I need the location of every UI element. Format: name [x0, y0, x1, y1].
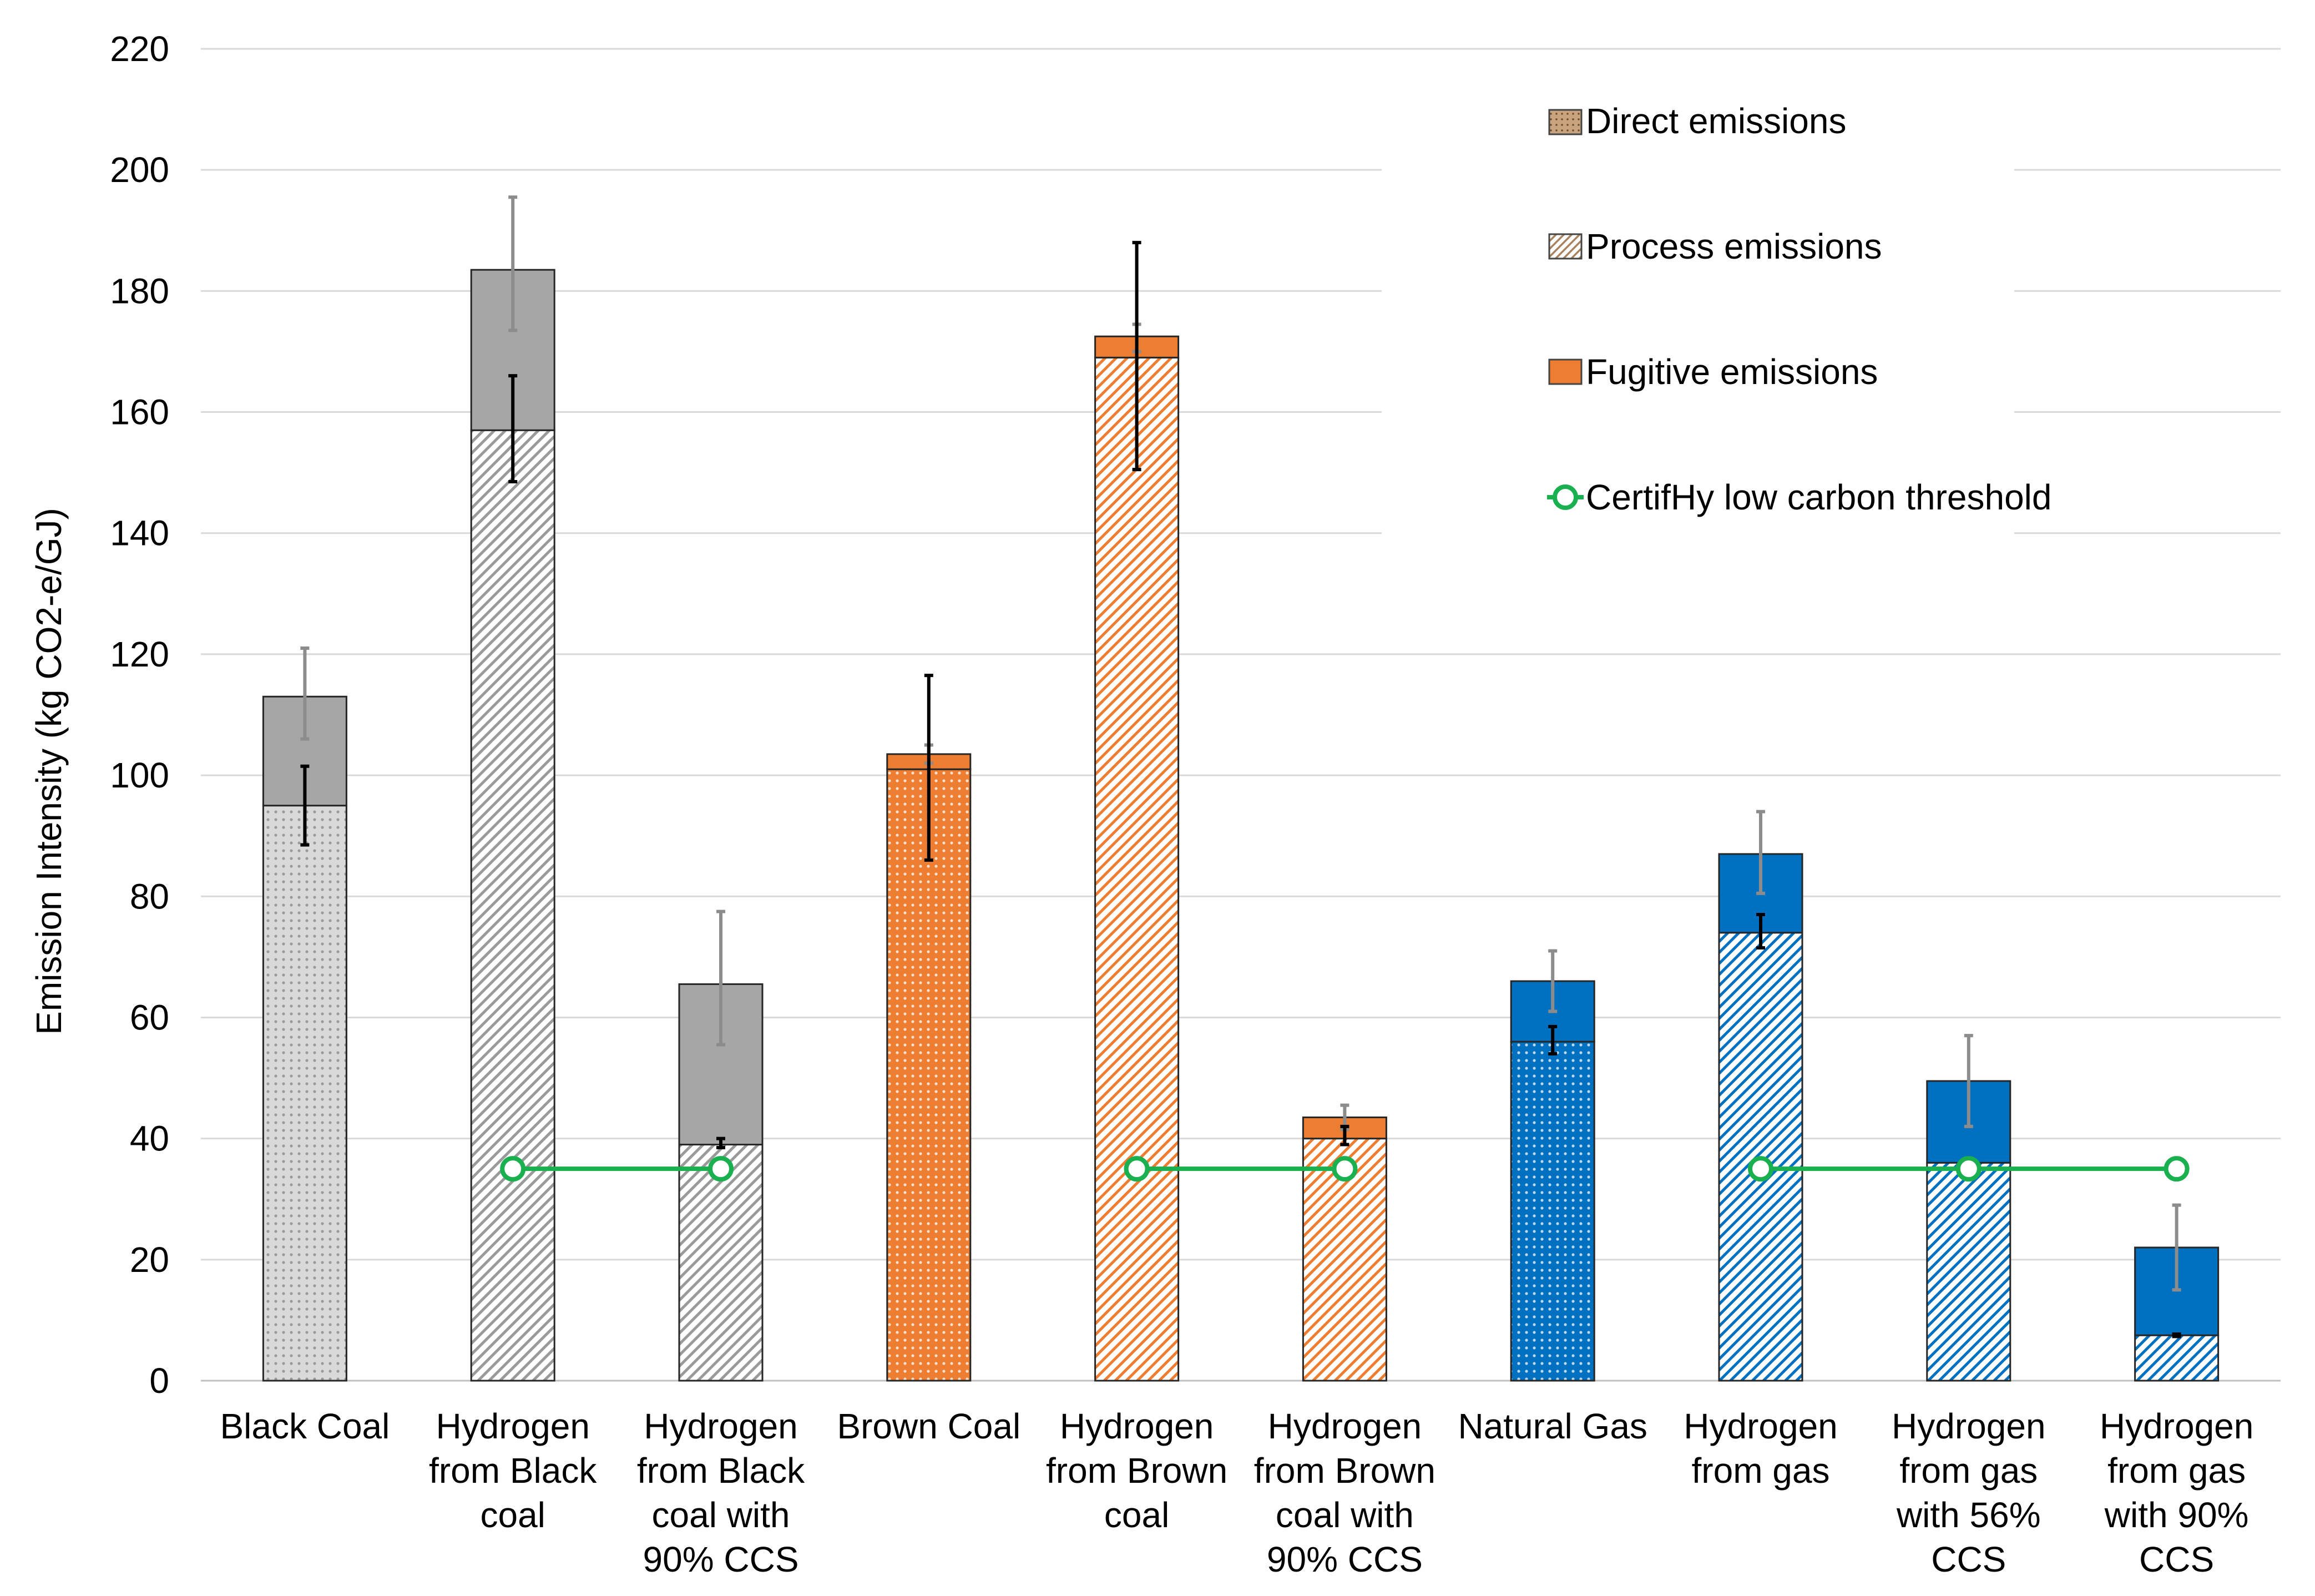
threshold-marker [500, 1156, 526, 1182]
legend-label-threshold: CertifHy low carbon threshold [1586, 477, 2051, 517]
x-category-label: Natural Gas [1458, 1406, 1647, 1446]
legend-swatch-direct [1548, 109, 1583, 135]
bar-direct [262, 805, 347, 1382]
y-tick-label: 80 [130, 876, 169, 916]
threshold-marker [1124, 1156, 1150, 1182]
legend: Direct emissions Process emissions Fugit… [1382, 61, 2051, 549]
x-category-label: Hydrogen from gas with 56% CCS [1892, 1406, 2046, 1579]
legend-item-threshold: CertifHy low carbon threshold [1547, 477, 2051, 517]
bars [262, 269, 2220, 1382]
y-tick-label: 60 [130, 997, 169, 1037]
y-tick-label: 140 [110, 513, 169, 553]
x-category-label: Hydrogen from Black coal [429, 1406, 597, 1535]
threshold-marker [1748, 1156, 1773, 1182]
legend-item-direct: Direct emissions [1548, 101, 1846, 141]
legend-item-fugitive: Fugitive emissions [1548, 352, 1878, 392]
y-tick-label: 120 [110, 634, 169, 674]
legend-label-process: Process emissions [1586, 226, 1882, 266]
x-category-label: Hydrogen from Brown coal [1046, 1406, 1227, 1535]
legend-label-fugitive: Fugitive emissions [1586, 352, 1878, 392]
threshold-marker [1955, 1156, 1982, 1182]
error-bars [300, 195, 2181, 1339]
y-tick-label: 220 [110, 29, 169, 69]
y-axis-ticks: 0 20 40 60 80 100 120 140 160 180 200 220 [110, 29, 169, 1401]
bar-direct [1926, 1161, 2011, 1382]
legend-threshold-marker [1553, 484, 1578, 510]
bar-direct [470, 429, 555, 1382]
y-tick-label: 200 [110, 150, 169, 190]
threshold-marker [2164, 1156, 2190, 1182]
x-category-label: Black Coal [220, 1406, 390, 1446]
threshold-line [500, 1156, 2190, 1182]
x-category-label: Hydrogen from Brown coal with 90% CCS [1254, 1406, 1435, 1579]
threshold-marker [708, 1156, 734, 1182]
x-category-label: Hydrogen from Black coal with 90% CCS [637, 1406, 805, 1579]
y-tick-label: 0 [149, 1361, 169, 1401]
x-category-label: Brown Coal [837, 1406, 1020, 1446]
bar-direct [678, 1144, 764, 1382]
bar-direct [886, 768, 972, 1382]
y-tick-label: 40 [130, 1119, 169, 1159]
legend-swatch-fugitive [1548, 358, 1583, 385]
threshold-marker [1332, 1156, 1358, 1182]
x-axis-categories: Black Coal Hydrogen from Black coal Hydrogen… [220, 1406, 2253, 1579]
legend-swatch-process [1548, 233, 1583, 260]
legend-label-direct: Direct emissions [1586, 101, 1846, 141]
y-tick-label: 180 [110, 271, 169, 311]
x-category-label: Hydrogen from gas [1684, 1406, 1838, 1491]
y-axis-label: Emission Intensity (kg CO2-e/GJ) [29, 508, 69, 1035]
legend-item-process: Process emissions [1548, 226, 1882, 266]
bar-direct [1510, 1041, 1595, 1382]
bar-direct [1718, 932, 1803, 1382]
bar-direct [2134, 1334, 2220, 1382]
bar-direct [1094, 356, 1180, 1382]
x-category-label: Hydrogen from gas with 90% CCS [2100, 1406, 2254, 1579]
y-tick-label: 160 [110, 392, 169, 432]
y-tick-label: 20 [130, 1240, 169, 1280]
y-tick-label: 100 [110, 755, 169, 795]
